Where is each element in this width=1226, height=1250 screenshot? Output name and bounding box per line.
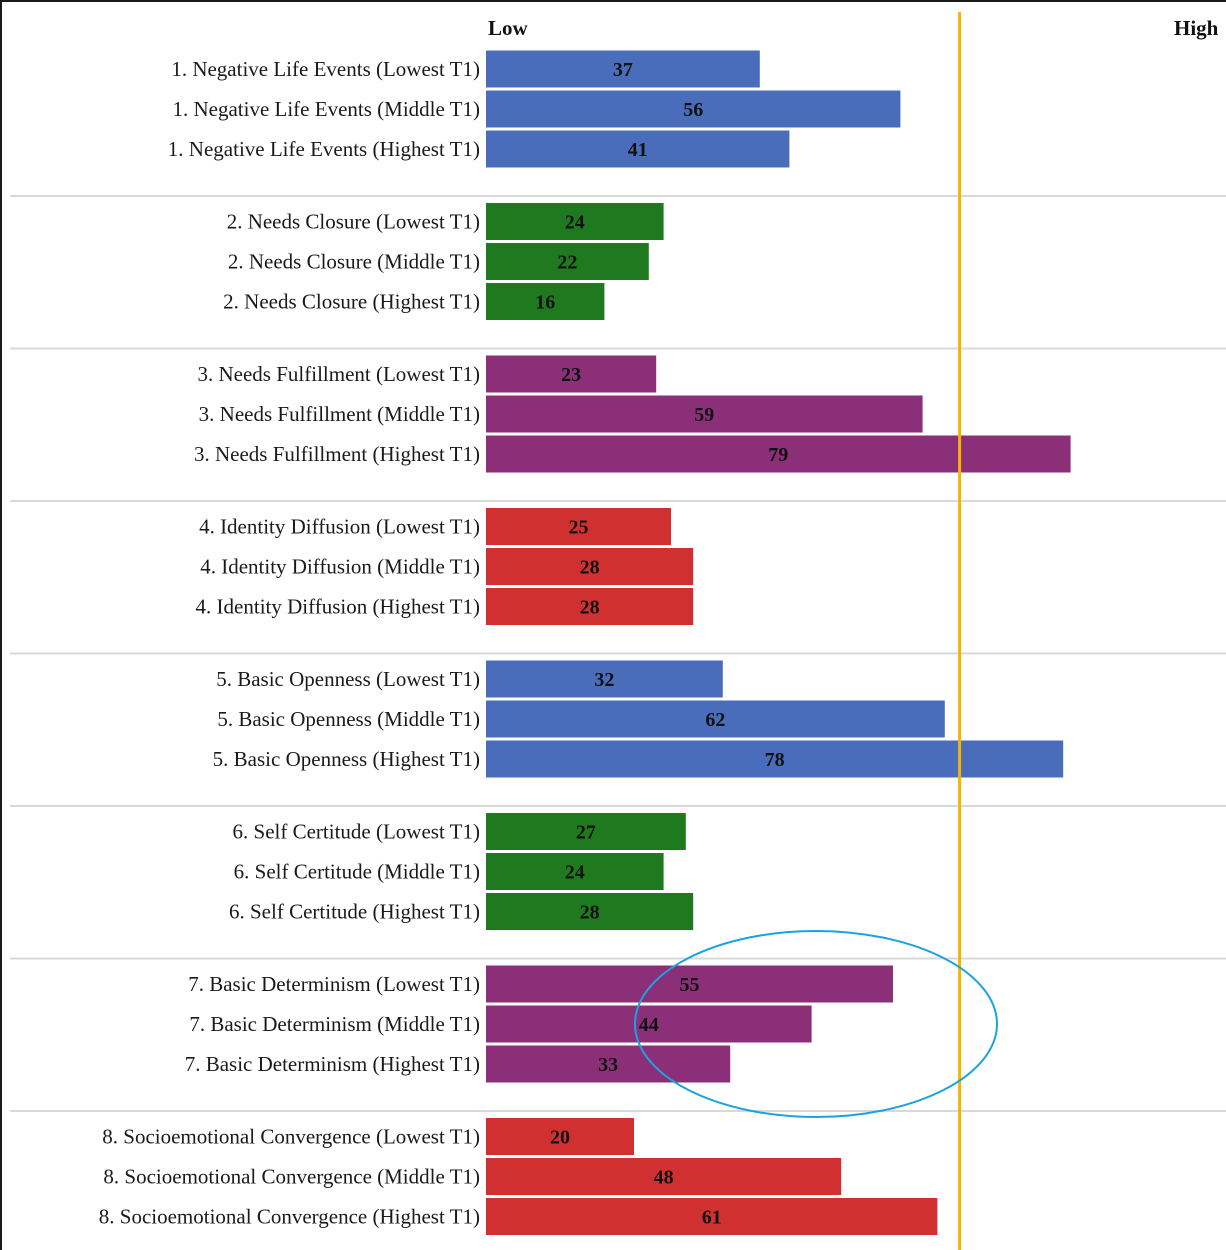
overlays bbox=[634, 12, 998, 1250]
bar bbox=[486, 395, 923, 433]
bar bbox=[486, 283, 605, 320]
bar-value-label: 61 bbox=[702, 1207, 722, 1229]
bar bbox=[486, 90, 901, 128]
bar-label: 8. Socioemotional Convergence (Middle T1… bbox=[103, 1165, 480, 1189]
bar bbox=[486, 508, 671, 545]
bar-label: 2. Needs Closure (Lowest T1) bbox=[227, 210, 480, 234]
bar-label: 4. Identity Diffusion (Middle T1) bbox=[200, 555, 480, 579]
bar bbox=[486, 740, 1064, 778]
bar bbox=[486, 50, 760, 88]
bar bbox=[486, 1118, 634, 1155]
bar-value-label: 41 bbox=[628, 139, 648, 161]
bar-groups: 1. Negative Life Events (Lowest T1) 37 1. … bbox=[10, 50, 1226, 1235]
bar-value-label: 23 bbox=[561, 364, 581, 386]
bar bbox=[486, 965, 893, 1003]
bar bbox=[486, 548, 694, 585]
bar-value-label: 16 bbox=[535, 292, 555, 314]
bar-label: 1. Negative Life Events (Lowest T1) bbox=[171, 57, 480, 81]
bar-value-label: 28 bbox=[580, 597, 600, 619]
bar bbox=[486, 853, 664, 890]
bar-label: 3. Needs Fulfillment (Highest T1) bbox=[194, 442, 480, 466]
bar-label: 7. Basic Determinism (Middle T1) bbox=[189, 1012, 480, 1036]
bar-label: 7. Basic Determinism (Lowest T1) bbox=[188, 972, 480, 996]
bar-value-label: 22 bbox=[557, 252, 577, 274]
bar-value-label: 56 bbox=[683, 99, 703, 121]
bar bbox=[486, 700, 945, 738]
bar bbox=[486, 660, 723, 698]
bar-value-label: 44 bbox=[639, 1014, 659, 1036]
bar-label: 6. Self Certitude (Middle T1) bbox=[234, 860, 480, 884]
bar bbox=[486, 203, 664, 240]
bar bbox=[486, 130, 790, 168]
bar bbox=[486, 588, 694, 625]
bar-label: 3. Needs Fulfillment (Lowest T1) bbox=[198, 362, 481, 386]
bar-label: 4. Identity Diffusion (Lowest T1) bbox=[199, 515, 480, 539]
bar-label: 7. Basic Determinism (Highest T1) bbox=[185, 1052, 480, 1076]
bar-label: 4. Identity Diffusion (Highest T1) bbox=[196, 595, 480, 619]
bar-value-label: 37 bbox=[613, 59, 633, 81]
scale-low-label: Low bbox=[488, 16, 529, 40]
scale-high-label: High bbox=[1174, 16, 1219, 40]
bar bbox=[486, 1005, 812, 1043]
bar-label: 2. Needs Closure (Middle T1) bbox=[228, 250, 480, 274]
bar-label: 1. Negative Life Events (Middle T1) bbox=[172, 97, 480, 121]
bar-value-label: 48 bbox=[654, 1167, 674, 1189]
bar-value-label: 32 bbox=[594, 669, 614, 691]
bar-label: 5. Basic Openness (Highest T1) bbox=[213, 747, 480, 771]
bar-value-label: 59 bbox=[694, 404, 714, 426]
bar-value-label: 28 bbox=[580, 902, 600, 924]
bar-value-label: 78 bbox=[765, 749, 785, 771]
bar bbox=[486, 355, 657, 393]
bar-group-8: 8. Socioemotional Convergence (Lowest T1… bbox=[99, 1118, 938, 1235]
bar-label: 5. Basic Openness (Middle T1) bbox=[217, 707, 480, 731]
bar-label: 8. Socioemotional Convergence (Highest T… bbox=[99, 1205, 480, 1229]
bar bbox=[486, 1198, 938, 1235]
bar-value-label: 33 bbox=[598, 1054, 618, 1076]
bar-group-2: 2. Needs Closure (Lowest T1) 24 2. Needs C… bbox=[10, 203, 1226, 350]
bar-label: 5. Basic Openness (Lowest T1) bbox=[216, 667, 480, 691]
highlight-ellipse bbox=[634, 930, 998, 1118]
bar-value-label: 24 bbox=[565, 862, 585, 884]
bar-group-6: 6. Self Certitude (Lowest T1) 27 6. Self C… bbox=[10, 813, 1226, 960]
bar bbox=[486, 243, 649, 280]
bar-group-7: 7. Basic Determinism (Lowest T1) 55 7. Bas… bbox=[10, 965, 1226, 1112]
bar-group-3: 3. Needs Fulfillment (Lowest T1) 23 3. Nee… bbox=[10, 355, 1226, 502]
bar-value-label: 62 bbox=[705, 709, 725, 731]
bar-label: 1. Negative Life Events (Highest T1) bbox=[168, 137, 480, 161]
bar-value-label: 79 bbox=[768, 444, 788, 466]
bar-value-label: 55 bbox=[680, 974, 700, 996]
bar-label: 3. Needs Fulfillment (Middle T1) bbox=[199, 402, 480, 426]
bar bbox=[486, 813, 686, 850]
bar-value-label: 25 bbox=[569, 517, 589, 539]
bar-group-5: 5. Basic Openness (Lowest T1) 32 5. Basic … bbox=[10, 660, 1226, 807]
bar bbox=[486, 435, 1071, 473]
bar bbox=[486, 1045, 731, 1083]
bar bbox=[486, 893, 694, 930]
bar-label: 2. Needs Closure (Highest T1) bbox=[223, 290, 480, 314]
bar-label: 6. Self Certitude (Lowest T1) bbox=[233, 820, 480, 844]
bar-value-label: 20 bbox=[550, 1127, 570, 1149]
bar bbox=[486, 1158, 842, 1195]
bar-value-label: 28 bbox=[580, 557, 600, 579]
bar-value-label: 24 bbox=[565, 212, 585, 234]
bar-group-4: 4. Identity Diffusion (Lowest T1) 25 4. Id… bbox=[10, 508, 1226, 655]
bar-group-1: 1. Negative Life Events (Lowest T1) 37 1. … bbox=[10, 50, 1226, 197]
bar-label: 6. Self Certitude (Highest T1) bbox=[229, 900, 480, 924]
bar-value-label: 27 bbox=[576, 822, 596, 844]
bar-label: 8. Socioemotional Convergence (Lowest T1… bbox=[102, 1125, 480, 1149]
